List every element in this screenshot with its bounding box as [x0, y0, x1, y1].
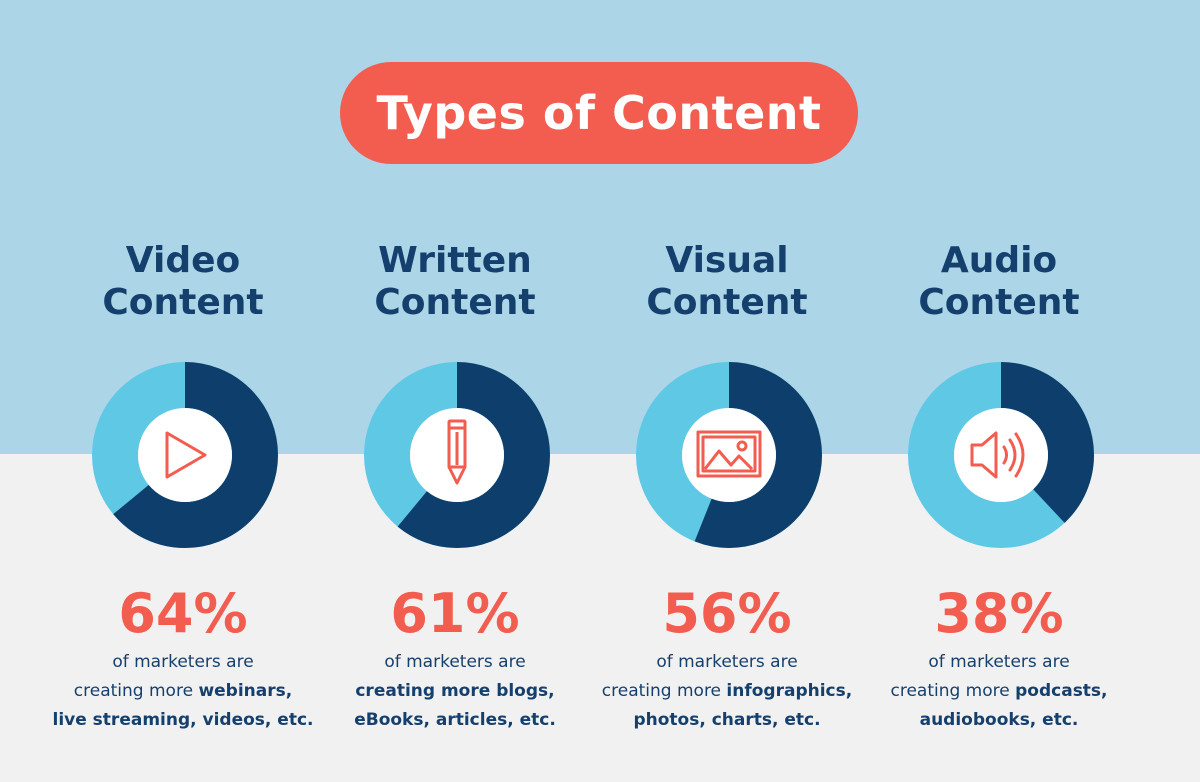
description-line: of marketers are: [928, 652, 1070, 672]
pencil-icon: [447, 419, 467, 485]
description: of marketers are creating more webinars,…: [47, 648, 319, 735]
percentage-value: 38%: [934, 582, 1064, 645]
donut-center: [954, 408, 1048, 502]
heading-line: Written: [378, 240, 532, 281]
donut-share-arc: [92, 362, 278, 548]
description-line: creating more webinars,: [73, 681, 293, 701]
page-title: Types of Content: [376, 86, 822, 140]
description-line: eBooks, articles, etc.: [354, 710, 556, 730]
description-line: of marketers are: [112, 652, 254, 672]
content-type-visual: Visual Content 56% of marketers are crea…: [591, 0, 863, 782]
heading-line: Audio: [940, 240, 1058, 281]
description-line: photos, charts, etc.: [633, 710, 821, 730]
heading-line: Visual: [665, 240, 789, 281]
donut-center: [138, 408, 232, 502]
description: of marketers are creating more blogs, eB…: [319, 648, 591, 735]
content-type-heading: Audio Content: [863, 240, 1135, 324]
heading-line: Content: [102, 282, 264, 323]
play-icon: [165, 431, 207, 479]
percentage-value: 56%: [662, 582, 792, 645]
description-line: creating more podcasts,: [890, 681, 1108, 701]
percentage-value: 61%: [390, 582, 520, 645]
donut-chart: [908, 362, 1094, 548]
donut-share-arc: [636, 362, 822, 548]
heading-line: Content: [918, 282, 1080, 323]
donut-chart: [364, 362, 550, 548]
description: of marketers are creating more podcasts,…: [863, 648, 1135, 735]
donut-share-arc: [908, 362, 1094, 548]
description-line: creating more infographics,: [601, 681, 853, 701]
title-banner: Types of Content: [340, 62, 858, 164]
description-line: of marketers are: [384, 652, 526, 672]
donut-share-arc: [364, 362, 550, 548]
percentage-value: 64%: [118, 582, 248, 645]
description-line: live streaming, videos, etc.: [52, 710, 314, 730]
content-type-heading: Video Content: [47, 240, 319, 324]
heading-line: Content: [374, 282, 536, 323]
heading-line: Video: [125, 240, 241, 281]
content-type-heading: Written Content: [319, 240, 591, 324]
donut-center: [682, 408, 776, 502]
content-type-written: Written Content 61% of marketers are cre…: [319, 0, 591, 782]
description: of marketers are creating more infograph…: [591, 648, 863, 735]
speaker-icon: [970, 431, 1025, 479]
description-line: creating more blogs,: [355, 681, 555, 701]
description-line: audiobooks, etc.: [919, 710, 1079, 730]
content-type-heading: Visual Content: [591, 240, 863, 324]
donut-chart: [92, 362, 278, 548]
heading-line: Content: [646, 282, 808, 323]
image-icon: [696, 430, 762, 478]
description-line: of marketers are: [656, 652, 798, 672]
donut-chart: [636, 362, 822, 548]
content-type-video: Video Content 64% of marketers are creat…: [47, 0, 319, 782]
content-type-audio: Audio Content 38% of marketers are creat…: [863, 0, 1135, 782]
